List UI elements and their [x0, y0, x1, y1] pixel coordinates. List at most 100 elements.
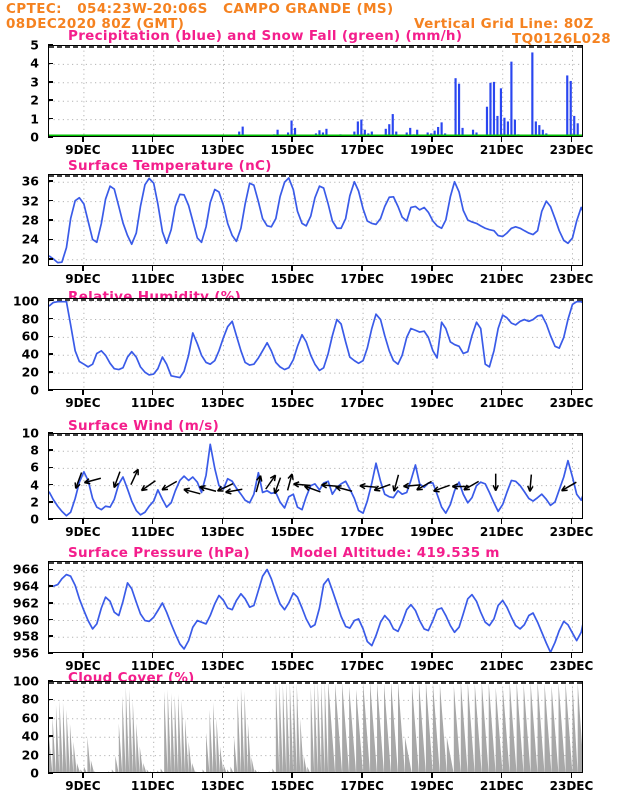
x-axis-tick [151, 519, 154, 524]
y-axis-label-precipitation: 1 [30, 111, 39, 127]
x-axis-label-9DEC: 9DEC [65, 525, 101, 539]
panel-subtitle-surface_pressure: Model Altitude: 419.535 m [290, 545, 500, 561]
y-axis-label-surface_temperature: 32 [21, 193, 39, 209]
x-axis-label-9DEC: 9DEC [65, 396, 101, 410]
x-axis-tick [221, 519, 224, 524]
x-axis-label-21DEC: 21DEC [479, 659, 524, 673]
y-axis-label-cloud_cover: 20 [21, 747, 39, 763]
y-axis-label-surface_temperature: 36 [21, 173, 39, 189]
y-axis-label-surface_pressure: 966 [12, 561, 39, 577]
x-axis-tick [570, 773, 573, 778]
x-axis-tick [500, 266, 503, 271]
x-axis-tick [221, 266, 224, 271]
x-axis-tick [82, 266, 84, 271]
x-axis-label-9DEC: 9DEC [65, 779, 101, 793]
y-axis-tick [48, 680, 53, 682]
x-axis-label-23DEC: 23DEC [549, 659, 594, 673]
x-axis-label-13DEC: 13DEC [200, 272, 245, 286]
x-axis-label-9DEC: 9DEC [65, 272, 101, 286]
x-axis-label-23DEC: 23DEC [549, 779, 594, 793]
x-axis-tick [361, 519, 363, 524]
y-axis-label-cloud_cover: 0 [30, 765, 39, 781]
y-axis-label-surface_wind: 10 [21, 425, 39, 441]
y-axis-label-precipitation: 5 [30, 37, 39, 53]
x-axis-label-17DEC: 17DEC [340, 272, 384, 286]
y-axis-tick [48, 618, 53, 621]
x-axis-tick [570, 653, 573, 658]
x-axis-label-13DEC: 13DEC [200, 659, 245, 673]
x-axis-tick [570, 519, 573, 524]
x-axis-tick [361, 773, 363, 778]
x-axis-label-15DEC: 15DEC [270, 143, 315, 157]
x-axis-label-23DEC: 23DEC [549, 525, 594, 539]
x-axis-label-23DEC: 23DEC [549, 143, 594, 157]
y-axis-tick [48, 238, 53, 241]
panel-title-precipitation: Precipitation (blue) and Snow Fall (gree… [68, 28, 463, 44]
y-axis-label-cloud_cover: 100 [12, 673, 39, 689]
x-axis-label-17DEC: 17DEC [340, 525, 384, 539]
x-axis-tick [291, 773, 294, 778]
x-axis-tick [431, 519, 433, 524]
x-axis-label-11DEC: 11DEC [130, 396, 175, 410]
y-axis-label-precipitation: 0 [30, 129, 39, 145]
y-axis-label-relative_humidity: 60 [21, 328, 39, 344]
x-axis-tick [361, 653, 363, 658]
y-axis-tick [48, 389, 53, 391]
y-axis-tick [48, 353, 53, 356]
y-axis-tick [48, 466, 53, 469]
x-axis-tick [82, 390, 84, 395]
y-axis-tick [48, 602, 53, 604]
x-axis-label-15DEC: 15DEC [270, 396, 315, 410]
y-axis-label-cloud_cover: 40 [21, 728, 39, 744]
x-axis-label-15DEC: 15DEC [270, 525, 315, 539]
x-axis-label-17DEC: 17DEC [340, 779, 384, 793]
x-axis-tick [221, 137, 224, 142]
x-axis-tick [500, 519, 503, 524]
panel-title-surface_temperature: Surface Temperature (nC) [68, 158, 272, 174]
y-axis-tick [48, 199, 53, 202]
y-axis-tick [48, 44, 53, 46]
x-axis-tick [431, 266, 433, 271]
y-axis-tick [48, 371, 53, 373]
x-axis-tick [570, 390, 573, 395]
x-axis-label-17DEC: 17DEC [340, 659, 384, 673]
x-axis-tick [361, 137, 363, 142]
x-axis-label-11DEC: 11DEC [130, 143, 175, 157]
x-axis-label-21DEC: 21DEC [479, 396, 524, 410]
x-axis-label-11DEC: 11DEC [130, 779, 175, 793]
x-axis-label-21DEC: 21DEC [479, 143, 524, 157]
x-axis-label-13DEC: 13DEC [200, 525, 245, 539]
x-axis-label-23DEC: 23DEC [549, 396, 594, 410]
x-axis-tick [570, 137, 573, 142]
y-axis-tick [48, 772, 53, 774]
y-axis-label-precipitation: 4 [30, 55, 39, 71]
x-axis-tick [82, 137, 84, 142]
x-axis-label-13DEC: 13DEC [200, 396, 245, 410]
x-axis-label-11DEC: 11DEC [130, 272, 175, 286]
y-axis-label-precipitation: 3 [30, 74, 39, 90]
panel-title-surface_pressure: Surface Pressure (hPa) [68, 545, 250, 561]
x-axis-label-15DEC: 15DEC [270, 659, 315, 673]
x-axis-tick [291, 519, 294, 524]
y-axis-tick [48, 180, 53, 183]
y-axis-tick [48, 753, 53, 756]
y-axis-label-surface_wind: 0 [30, 511, 39, 527]
x-axis-tick [431, 390, 433, 395]
x-axis-tick [291, 266, 294, 271]
x-axis-tick [151, 390, 154, 395]
x-axis-label-23DEC: 23DEC [549, 272, 594, 286]
x-axis-tick [431, 137, 433, 142]
x-axis-label-15DEC: 15DEC [270, 272, 315, 286]
y-axis-label-surface_temperature: 28 [21, 212, 39, 228]
y-axis-tick [48, 449, 53, 451]
y-axis-tick [48, 652, 53, 654]
y-axis-label-surface_wind: 4 [30, 477, 39, 493]
y-axis-label-precipitation: 2 [30, 92, 39, 108]
x-axis-tick [221, 773, 224, 778]
y-axis-tick [48, 568, 53, 571]
x-axis-tick [151, 137, 154, 142]
x-axis-label-17DEC: 17DEC [340, 143, 384, 157]
y-axis-label-surface_temperature: 20 [21, 251, 39, 267]
x-axis-label-19DEC: 19DEC [410, 396, 454, 410]
